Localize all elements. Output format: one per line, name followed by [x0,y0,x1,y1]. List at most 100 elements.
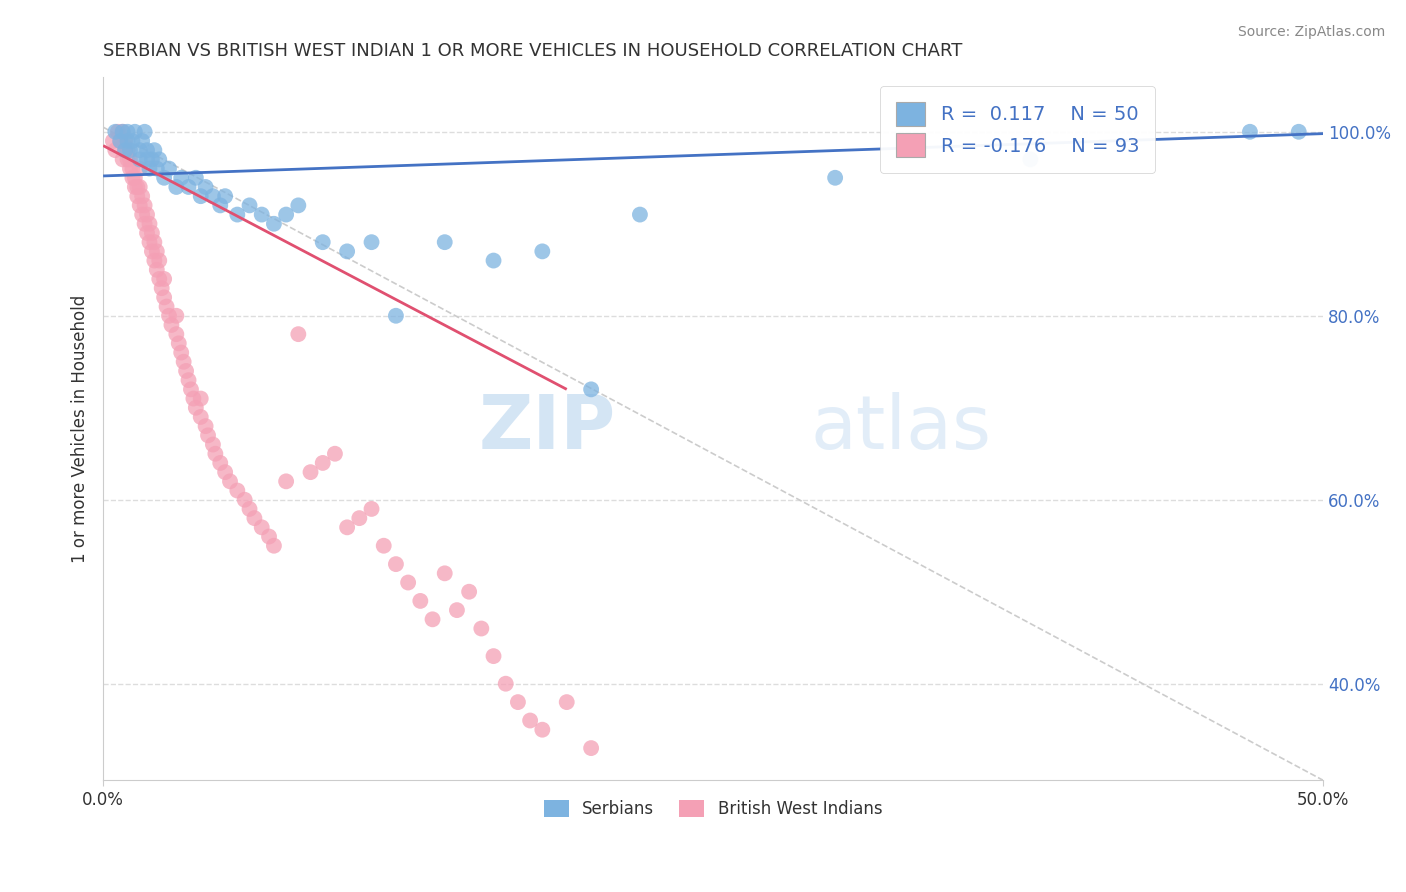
Point [160,318,183,332]
Point [312,456,335,470]
Point [170,345,193,359]
Point [360,235,382,249]
Point [336,244,359,259]
Point [104,143,127,157]
Point [104,125,127,139]
Point [263,539,285,553]
Point [111,125,134,139]
Point [138,161,160,176]
Point [180,382,202,396]
Point [470,622,492,636]
Point [519,714,541,728]
Point [138,235,160,249]
Point [148,153,170,167]
Point [134,198,156,212]
Point [101,134,124,148]
Point [155,300,177,314]
Point [174,364,197,378]
Point [143,253,166,268]
Point [204,447,226,461]
Point [117,125,139,139]
Point [165,180,187,194]
Point [299,465,322,479]
Point [360,502,382,516]
Point [482,649,505,664]
Point [150,281,173,295]
Point [276,475,298,489]
Point [555,695,578,709]
Point [422,612,444,626]
Point [190,189,212,203]
Point [201,437,224,451]
Point [118,161,141,176]
Point [184,170,207,185]
Point [531,244,554,259]
Point [128,198,150,212]
Point [433,566,456,581]
Point [153,290,176,304]
Point [1288,125,1310,139]
Point [146,244,169,259]
Point [190,392,212,406]
Point [153,272,176,286]
Point [183,392,205,406]
Point [128,143,150,157]
Point [250,208,273,222]
Point [1019,153,1042,167]
Point [373,539,395,553]
Point [118,143,141,157]
Point [124,180,146,194]
Point [250,520,273,534]
Point [226,208,249,222]
Point [136,153,159,167]
Point [238,502,260,516]
Text: ZIP: ZIP [478,392,616,465]
Point [141,244,163,259]
Point [628,208,651,222]
Point [131,134,153,148]
Point [157,161,180,176]
Point [128,161,150,176]
Point [287,198,309,212]
Point [257,529,280,543]
Point [157,309,180,323]
Point [824,170,846,185]
Point [127,189,149,203]
Legend: Serbians, British West Indians: Serbians, British West Indians [537,793,889,825]
Point [165,327,187,342]
Text: Source: ZipAtlas.com: Source: ZipAtlas.com [1237,25,1385,39]
Point [141,226,163,240]
Point [117,143,139,157]
Point [177,373,200,387]
Point [114,143,136,157]
Point [121,161,143,176]
Point [108,134,131,148]
Point [127,180,149,194]
Point [136,208,159,222]
Point [506,695,529,709]
Point [114,143,136,157]
Point [458,584,481,599]
Point [136,226,159,240]
Text: SERBIAN VS BRITISH WEST INDIAN 1 OR MORE VEHICLES IN HOUSEHOLD CORRELATION CHART: SERBIAN VS BRITISH WEST INDIAN 1 OR MORE… [103,42,963,60]
Point [134,125,156,139]
Point [124,125,146,139]
Point [209,198,232,212]
Point [128,153,150,167]
Point [201,189,224,203]
Point [276,208,298,222]
Point [121,170,143,185]
Point [117,134,139,148]
Point [219,475,242,489]
Point [579,741,602,756]
Point [167,336,190,351]
Point [349,511,371,525]
Point [336,520,359,534]
Point [197,428,219,442]
Point [141,153,163,167]
Point [385,309,408,323]
Point [138,217,160,231]
Point [579,382,602,396]
Point [118,153,141,167]
Point [1239,125,1261,139]
